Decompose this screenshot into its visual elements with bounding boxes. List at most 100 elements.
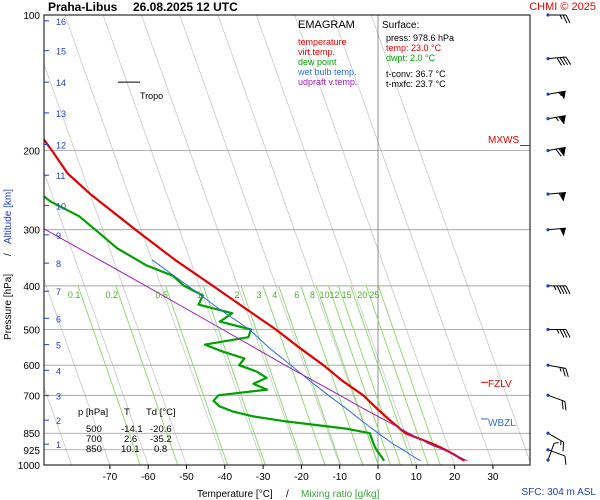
x-tick-label: -50 bbox=[179, 472, 194, 483]
series-temperatureline bbox=[44, 137, 466, 462]
x-tick-label: 10 bbox=[411, 472, 423, 483]
legend-item-dew-point: dew point bbox=[298, 57, 337, 67]
legend-item-updraft: udpraft v.temp. bbox=[298, 77, 357, 87]
wind-barb-full bbox=[556, 57, 563, 66]
wind-barb bbox=[546, 227, 566, 237]
x-axis-label-mixing: Mixing ratio [g/kg] bbox=[301, 489, 380, 500]
wind-barb-full bbox=[565, 368, 569, 378]
isotherm-line bbox=[255, 15, 417, 465]
plot-frame bbox=[43, 14, 531, 466]
wind-barb-full bbox=[562, 285, 568, 295]
mixing-ratio-label: 25 bbox=[369, 290, 379, 300]
table-cell: 700 bbox=[86, 434, 102, 445]
altitude-tick-label: 11 bbox=[56, 171, 65, 181]
wind-barb bbox=[546, 13, 571, 24]
wind-barb-pennant bbox=[559, 192, 566, 201]
wind-barb bbox=[546, 393, 567, 411]
wind-barb-full bbox=[565, 14, 571, 24]
wind-barb-staff bbox=[547, 192, 566, 195]
altitude-tick-label: 13 bbox=[56, 109, 66, 119]
wind-barb-dot bbox=[546, 56, 550, 61]
mixing-ratio-label: 6 bbox=[294, 290, 299, 300]
wind-barb bbox=[546, 363, 569, 378]
grid-lines bbox=[44, 15, 530, 465]
table-header-td: Td [°C] bbox=[146, 407, 176, 418]
altitude-tick-label: 8 bbox=[56, 259, 61, 269]
wind-barb-dot bbox=[546, 117, 550, 121]
mixing-ratio-label: 15 bbox=[342, 290, 352, 300]
wind-barb-pennant bbox=[559, 147, 566, 156]
wind-barb-full bbox=[556, 285, 562, 295]
series-wet-bulb-temp-line bbox=[151, 259, 421, 462]
wind-barb-dot bbox=[546, 448, 550, 452]
surface-info: Surface: press: 978.6 hPa temp: 23.0 °C … bbox=[382, 20, 454, 89]
altitude-tick-label: 6 bbox=[56, 314, 61, 324]
isotherm-line bbox=[44, 278, 111, 465]
pressure-tick-label: 100 bbox=[23, 11, 40, 22]
wind-barb-half bbox=[556, 329, 560, 334]
altitude-tick-label: 7 bbox=[56, 287, 61, 297]
wind-barb bbox=[546, 56, 572, 66]
isotherm-line bbox=[64, 15, 226, 465]
wind-barb-full bbox=[565, 329, 571, 338]
surface-dwpt: dwpt: 2.0 °C bbox=[386, 53, 436, 63]
mixing-ratio-label: 0.5 bbox=[155, 290, 168, 300]
x-axis-title: Temperature [°C] / Mixing ratio [g/kg] bbox=[197, 489, 380, 500]
isotherm-line bbox=[141, 15, 302, 465]
table-cell: 2.6 bbox=[124, 434, 137, 445]
legend-title: EMAGRAM bbox=[298, 19, 355, 31]
wbzl-label: WBZL bbox=[488, 418, 516, 429]
wind-barb-half bbox=[560, 440, 562, 446]
isotherm-line bbox=[332, 15, 494, 465]
altitude-tick-label: 16 bbox=[56, 17, 66, 27]
wind-barb bbox=[546, 442, 559, 462]
wind-barb-dot bbox=[546, 13, 550, 17]
wind-barb-full bbox=[555, 148, 562, 157]
wind-barb bbox=[546, 192, 566, 202]
wind-barb bbox=[546, 327, 571, 338]
wind-barb-staff bbox=[547, 115, 566, 120]
pressure-tick-label: 400 bbox=[23, 282, 40, 293]
wind-barb-dot bbox=[546, 192, 550, 196]
wind-barb-full bbox=[564, 455, 567, 465]
table-header-t: T bbox=[124, 407, 130, 418]
table-cell: -35.2 bbox=[150, 434, 172, 445]
mixing-ratio-line bbox=[300, 285, 364, 465]
wind-barb-dot bbox=[546, 92, 550, 96]
mixing-ratio-label: 0.2 bbox=[106, 290, 119, 300]
y-axis-label: Pressure [hPa] bbox=[3, 274, 14, 340]
wind-barb-full bbox=[558, 116, 565, 125]
series-dew-pointline bbox=[44, 195, 386, 462]
table-cell: 500 bbox=[86, 424, 102, 435]
legend-item-temperature: temperature bbox=[298, 37, 347, 47]
mixing-ratio-label: 20 bbox=[357, 290, 367, 300]
wind-barb-pennant bbox=[559, 115, 566, 124]
axes: 0.1 0.2 0.5 1 2 3 4 6 8 10 12 15 20 25-70 -60 -50 -40 -30… bbox=[18, 11, 499, 483]
x-tick-label: -70 bbox=[103, 472, 118, 483]
altitude-tick-label: 10 bbox=[56, 201, 66, 211]
wind-barb-full bbox=[558, 192, 565, 202]
altitude-tick-label: 5 bbox=[56, 341, 61, 351]
mixing-ratio-line bbox=[350, 285, 414, 465]
mixing-ratio-label: 4 bbox=[272, 290, 277, 300]
mixing-ratio-line bbox=[278, 285, 342, 465]
wind-barb-full bbox=[564, 401, 567, 411]
wind-barb-full bbox=[559, 57, 566, 66]
wind-barb-dot bbox=[546, 228, 550, 232]
mixing-ratio-line bbox=[115, 285, 179, 465]
tropopause-label: Tropo bbox=[140, 91, 163, 101]
wind-barb-half bbox=[555, 117, 559, 122]
isotherm-line bbox=[370, 15, 530, 463]
wind-barb-dot bbox=[546, 363, 550, 367]
wind-barb-full bbox=[562, 367, 566, 377]
series-lines bbox=[44, 137, 468, 462]
y-axis-title: Pressure [hPa] / Altitude [km] bbox=[3, 189, 14, 340]
wind-barb-pennant bbox=[559, 91, 566, 100]
wind-barb-full bbox=[562, 329, 568, 338]
sfc-label: SFC: 304 m ASL bbox=[522, 487, 597, 498]
isotherm-line bbox=[294, 15, 455, 465]
mixing-ratio-label: 1 bbox=[197, 290, 202, 300]
x-tick-label: -20 bbox=[294, 472, 309, 483]
mixing-ratio-line bbox=[377, 285, 441, 465]
mixing-ratio-line bbox=[338, 285, 401, 465]
